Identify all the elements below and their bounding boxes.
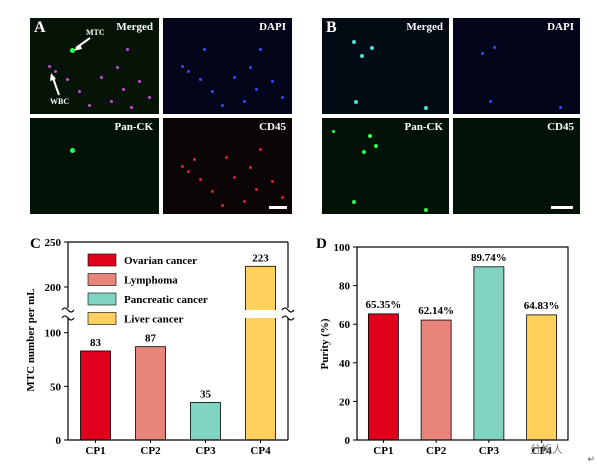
bar-c-CP2 — [135, 346, 166, 441]
panel-b-panck-label: Pan-CK — [404, 121, 444, 133]
y-tick-d-60: 60 — [339, 319, 351, 331]
data-label-c-CP2: 87 — [145, 333, 157, 345]
y-tick-c-100: 100 — [45, 328, 62, 340]
data-label-d-CP1: 65.35% — [366, 299, 402, 311]
y-tick-d-20: 20 — [339, 396, 351, 408]
y-axis-label-d: Purity (%) — [319, 318, 331, 369]
plot-frame-d — [356, 246, 569, 441]
axis-break-mark-top — [281, 307, 295, 313]
data-label-c-CP4: 223 — [252, 252, 269, 264]
y-tick-d-0: 0 — [345, 435, 351, 447]
x-tick-c-CP1: CP1 — [85, 445, 105, 457]
mtc-cell — [70, 48, 75, 53]
y-tick-d-100: 100 — [334, 242, 351, 254]
scale-bar-a — [269, 206, 287, 209]
wbc-annotation: WBC — [50, 97, 70, 106]
x-tick-c-CP4: CP4 — [250, 445, 271, 457]
legend-label-3: Liver cancer — [124, 314, 183, 326]
panel-b-merged-image: B Merged — [322, 18, 449, 114]
bar-c-CP1 — [80, 350, 111, 441]
panel-a-panck-image: Pan-CK — [30, 118, 159, 214]
panel-b-cd45-label: CD45 — [547, 121, 574, 133]
panel-a-panck-label: Pan-CK — [114, 121, 154, 133]
panel-a-dapi-image: DAPI — [163, 18, 292, 114]
y-tick-c-250: 250 — [45, 237, 62, 249]
x-tick-d-CP1: CP1 — [373, 445, 393, 457]
bar-d-CP2 — [420, 319, 452, 441]
bar-d-CP4 — [526, 314, 558, 441]
bar-d-CP1 — [367, 313, 399, 441]
panel-b-dapi-image: DAPI — [453, 18, 580, 114]
y-axis-label-c: MTC number per mL — [25, 288, 37, 391]
axis-break-mark-bottom — [61, 315, 75, 321]
corner-mark: ↵ — [587, 455, 595, 465]
watermark-text: 分析人 — [530, 443, 563, 456]
legend-label-2: Pancreatic cancer — [124, 294, 208, 306]
panel-a-dapi-label: DAPI — [259, 21, 286, 33]
axis-break-mark-bottom — [281, 315, 295, 321]
panel-a-letter: A — [34, 19, 46, 36]
panel-b-merged-label: Merged — [406, 21, 443, 33]
panel-b-letter: B — [326, 19, 337, 36]
data-label-c-CP1: 83 — [90, 337, 102, 349]
legend-label-0: Ovarian cancer — [124, 255, 197, 267]
legend-label-1: Lymphoma — [124, 275, 178, 287]
panel-a-cd45-label: CD45 — [259, 121, 286, 133]
y-tick-c-50: 50 — [50, 381, 62, 393]
panel-b-panck-image: Pan-CK — [322, 118, 449, 214]
bar-c-CP4 — [245, 265, 276, 441]
y-tick-c-200: 200 — [45, 282, 62, 294]
x-tick-c-CP3: CP3 — [195, 445, 216, 457]
mtc-annotation: MTC — [86, 28, 105, 37]
panel-a-cd45-image: CD45 — [163, 118, 292, 214]
data-label-d-CP4: 64.83% — [524, 300, 560, 312]
x-tick-c-CP2: CP2 — [140, 445, 161, 457]
y-tick-c-0: 0 — [56, 435, 62, 447]
legend-swatch-1 — [87, 273, 117, 286]
annotation-arrows — [50, 37, 91, 96]
bar-c-CP3 — [190, 402, 221, 441]
axis-break-mark-top — [61, 307, 75, 313]
y-tick-d-80: 80 — [339, 281, 351, 293]
panel-c-letter: C — [30, 236, 41, 252]
scale-bar-b — [551, 206, 573, 209]
data-label-c-CP3: 35 — [200, 388, 212, 400]
panel-d-letter: D — [316, 236, 327, 252]
legend-swatch-3 — [87, 312, 117, 325]
legend-swatch-0 — [87, 253, 117, 267]
bar-break-gap — [244, 310, 277, 318]
panel-b-cd45-image: CD45 — [453, 118, 580, 214]
data-label-d-CP2: 62.14% — [418, 305, 454, 317]
panel-b-dapi-label: DAPI — [547, 21, 574, 33]
y-tick-d-40: 40 — [339, 358, 351, 370]
x-tick-d-CP3: CP3 — [479, 445, 500, 457]
panel-a-merged-label: Merged — [116, 21, 153, 33]
data-label-d-CP3: 89.74% — [471, 252, 507, 264]
panel-a-merged-image: A Merged MTC WBC — [30, 18, 159, 114]
bar-d-CP3 — [473, 266, 505, 441]
x-tick-d-CP2: CP2 — [426, 445, 447, 457]
legend-swatch-2 — [87, 292, 117, 306]
x-tick-d-CP4: CP4 — [532, 445, 553, 457]
